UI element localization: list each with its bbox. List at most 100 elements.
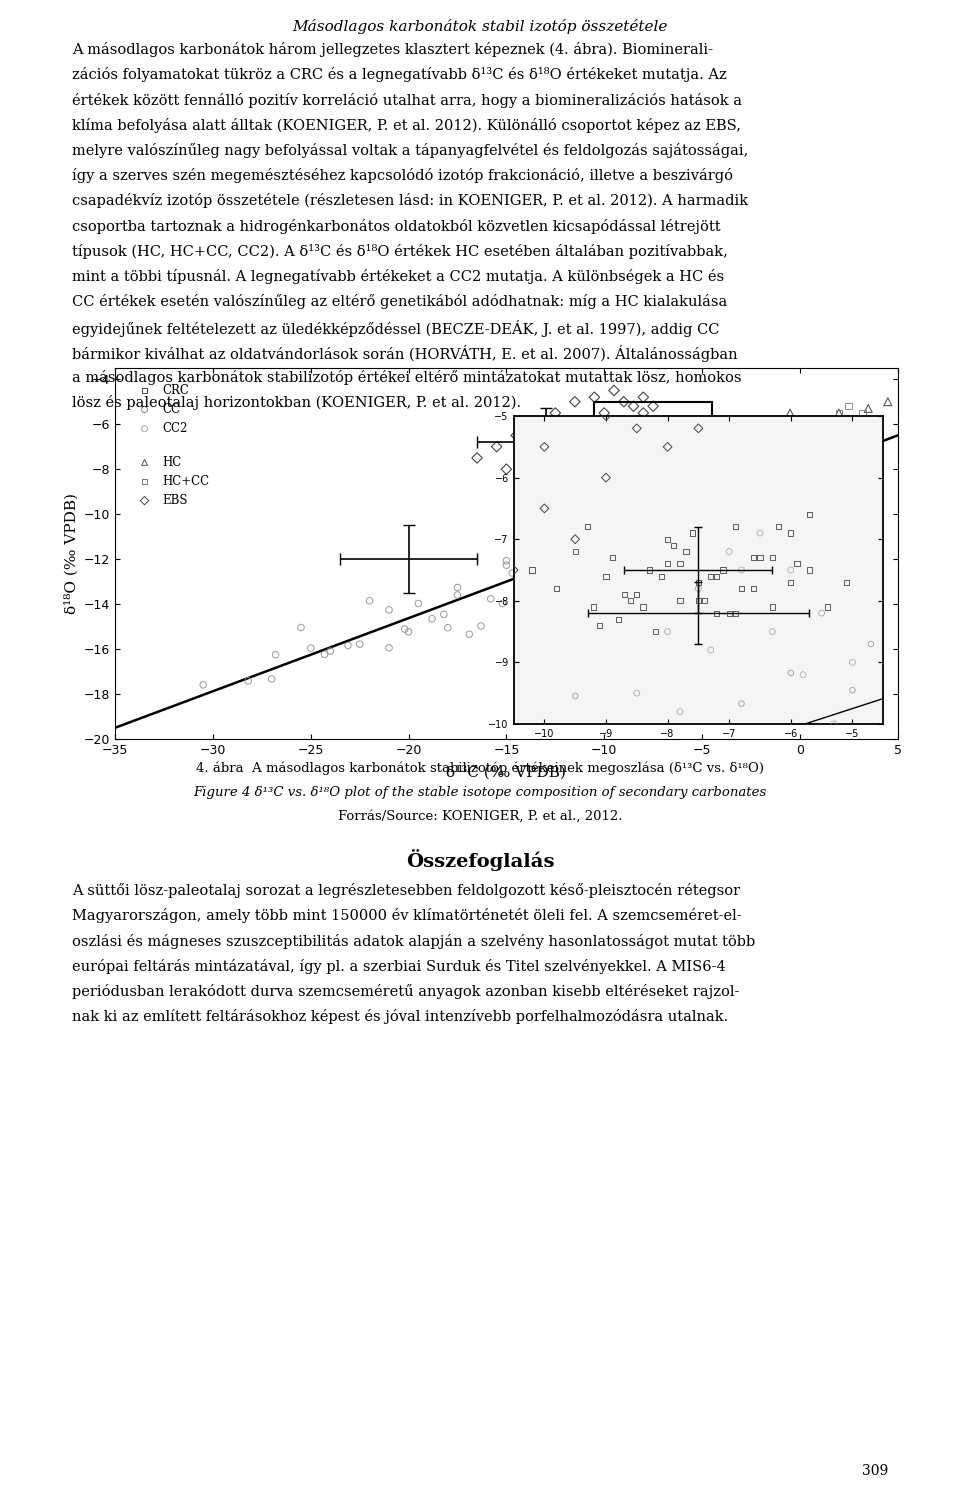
Point <box>302 951 318 975</box>
Point <box>547 550 563 574</box>
Point <box>577 434 592 458</box>
Point <box>812 412 828 436</box>
Point <box>771 727 786 751</box>
Point <box>773 452 788 476</box>
Point <box>623 589 638 613</box>
Point <box>683 530 698 554</box>
Point <box>556 577 571 601</box>
Point <box>783 557 799 581</box>
Point <box>822 407 837 431</box>
Point <box>457 817 472 841</box>
Point <box>681 446 696 470</box>
Point <box>567 457 583 481</box>
Point <box>137 451 153 475</box>
Point <box>880 389 896 413</box>
Point <box>653 446 668 470</box>
Point <box>636 385 651 409</box>
Point <box>636 469 651 493</box>
Point <box>639 497 655 521</box>
Point <box>649 475 664 499</box>
Point <box>587 385 602 409</box>
Point <box>381 635 396 659</box>
Point <box>414 762 429 786</box>
Point <box>381 598 396 622</box>
Point <box>641 557 657 581</box>
Point <box>241 668 256 692</box>
Point <box>647 541 662 565</box>
Point <box>679 859 694 883</box>
Point <box>137 379 153 403</box>
Point <box>694 479 709 503</box>
Point <box>450 583 466 607</box>
Point <box>658 430 673 454</box>
Point <box>636 401 651 425</box>
Point <box>149 1018 164 1042</box>
Point <box>796 430 811 454</box>
Point <box>440 616 455 640</box>
Point <box>753 521 768 545</box>
Point <box>383 619 398 643</box>
Point <box>666 533 682 557</box>
Point <box>537 496 552 521</box>
Point <box>715 557 731 581</box>
Point <box>827 712 842 736</box>
Point <box>765 595 780 619</box>
Point <box>694 506 709 530</box>
Point <box>669 460 684 484</box>
Point <box>620 464 636 488</box>
Text: melyre valószínűleg nagy befolyással voltak a tápanyagfelvétel és feldolgozás sa: melyre valószínűleg nagy befolyással vol… <box>72 143 749 158</box>
Point <box>900 777 916 801</box>
Point <box>628 460 643 484</box>
Point <box>728 515 743 539</box>
Point <box>649 448 664 472</box>
Text: oszlási és mágneses szuszceptibilitás adatok alapján a szelvény hasonlatosságot : oszlási és mágneses szuszceptibilitás ad… <box>72 934 756 949</box>
Point <box>600 544 615 568</box>
Point <box>567 374 583 398</box>
Point <box>660 527 675 551</box>
Point <box>469 446 485 470</box>
Point <box>567 389 583 413</box>
Point <box>532 527 547 551</box>
Point <box>645 521 660 545</box>
Point <box>499 457 515 481</box>
Point <box>792 424 807 448</box>
Point <box>450 575 466 599</box>
Point <box>137 416 153 440</box>
Text: A másodlagos karbonátok három jellegzetes klasztert képeznek (4. ábra). Biominer: A másodlagos karbonátok három jellegzete… <box>72 42 713 57</box>
Point <box>675 451 690 475</box>
Point <box>822 457 837 481</box>
Point <box>763 452 779 476</box>
Point <box>228 840 244 864</box>
Point <box>743 458 758 482</box>
Point <box>567 804 583 828</box>
Point <box>32 987 47 1011</box>
Point <box>691 577 707 601</box>
Point <box>636 595 651 619</box>
Point <box>851 446 866 470</box>
Point <box>709 565 725 589</box>
Point <box>424 607 440 631</box>
Point <box>598 565 613 589</box>
Point <box>383 436 398 460</box>
Point <box>636 443 651 467</box>
Point <box>728 601 743 625</box>
Point <box>630 514 645 538</box>
Point <box>383 795 398 819</box>
Point <box>641 742 657 766</box>
Point <box>518 446 534 470</box>
Point <box>812 412 828 436</box>
Point <box>763 469 779 493</box>
Point <box>228 589 244 613</box>
Point <box>528 479 543 503</box>
Text: CC2: CC2 <box>162 422 187 436</box>
Point <box>697 819 712 843</box>
Point <box>259 496 275 521</box>
Point <box>538 457 553 481</box>
Point <box>694 490 709 514</box>
Point <box>679 539 694 563</box>
Point <box>473 614 489 638</box>
Point <box>522 589 538 613</box>
Point <box>802 503 817 527</box>
Point <box>401 620 417 644</box>
Point <box>820 595 835 619</box>
